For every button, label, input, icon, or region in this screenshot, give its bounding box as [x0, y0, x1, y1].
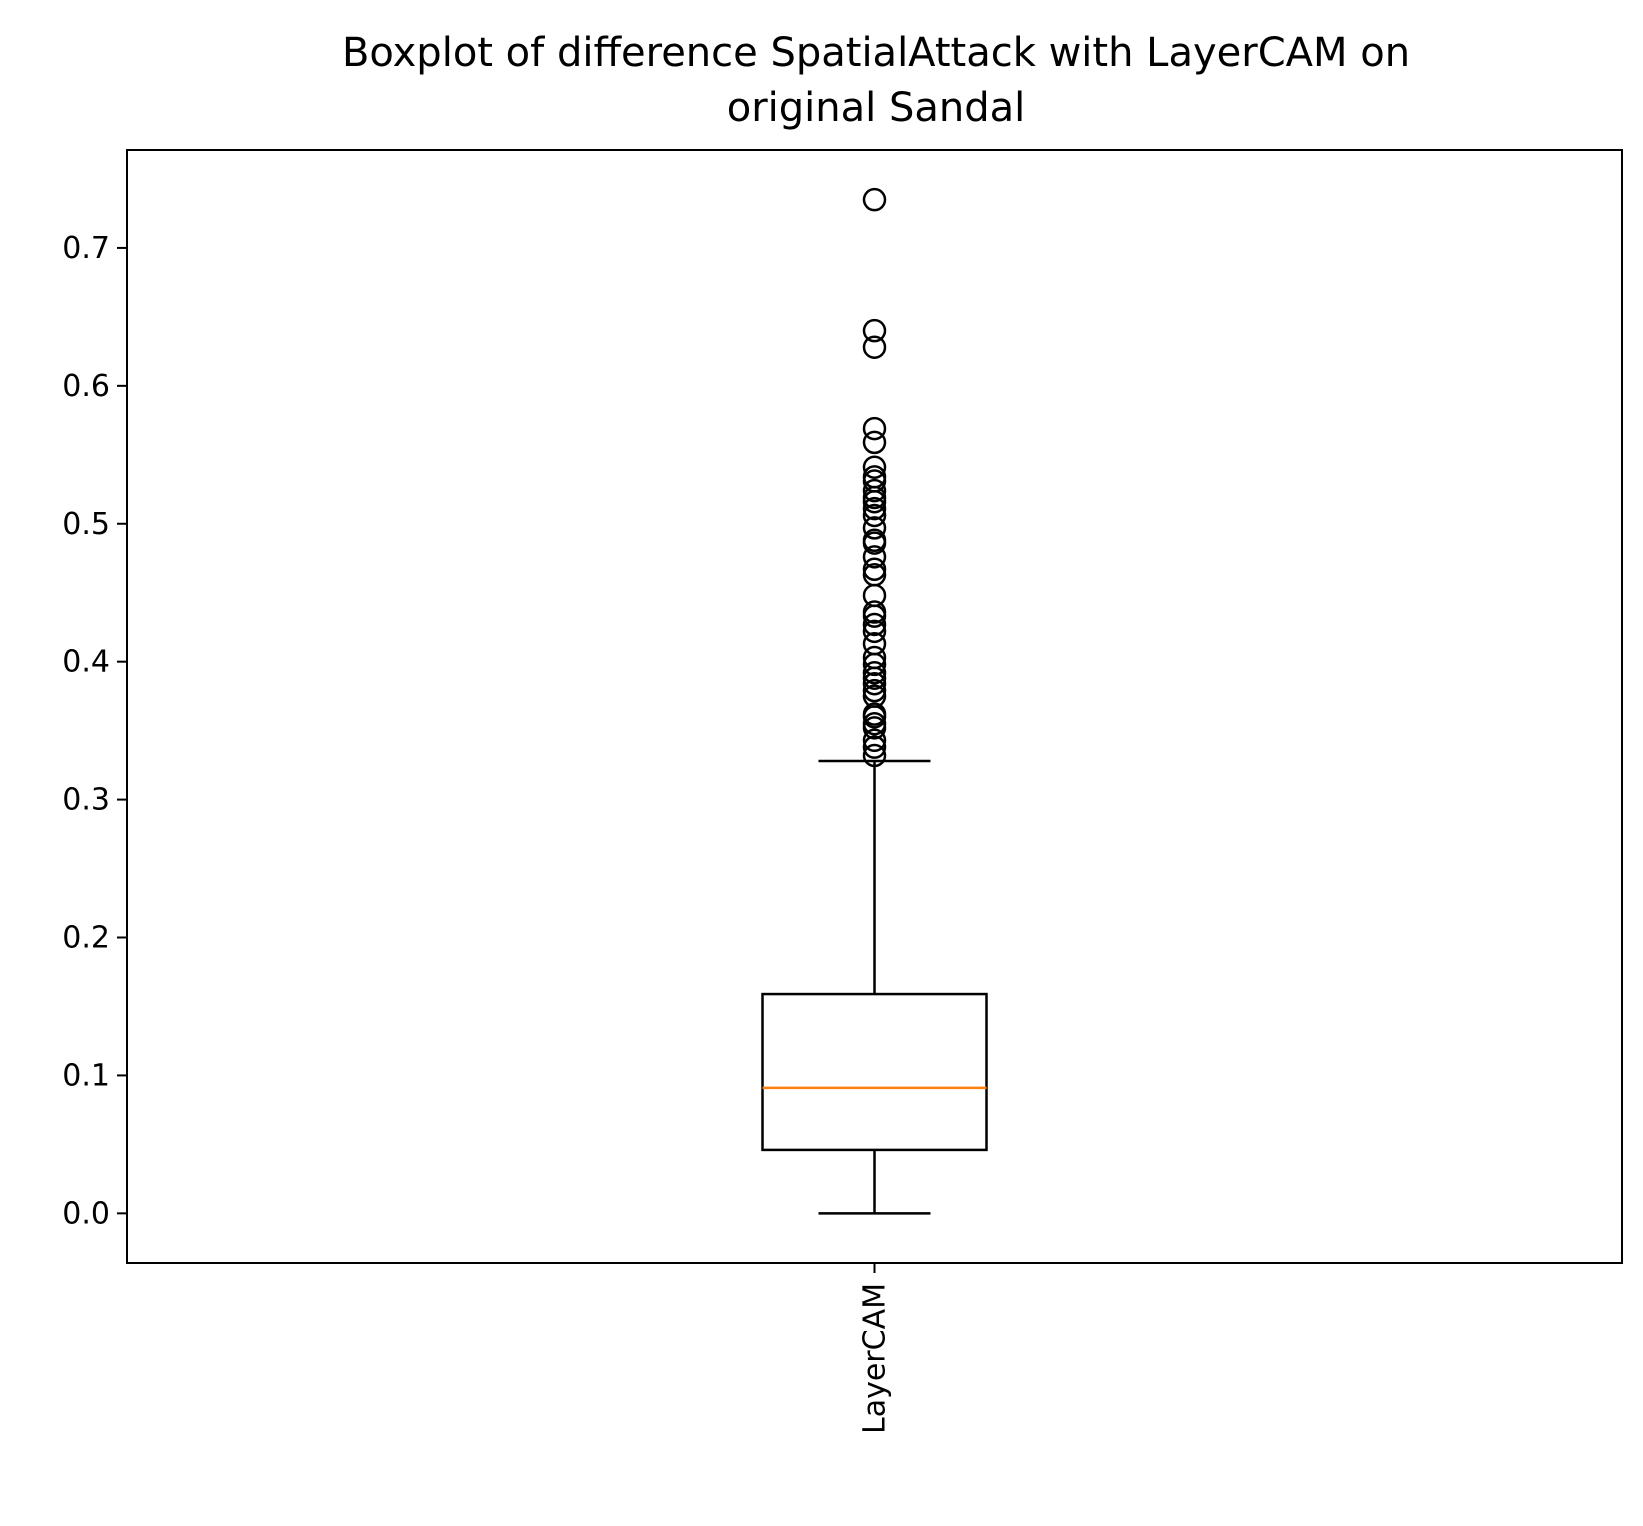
outlier-point [862, 430, 887, 455]
x-tick-label: LayerCAM [858, 1283, 893, 1434]
outlier-point [862, 619, 887, 644]
outlier-point [862, 671, 887, 696]
y-tick-label: 0.0 [62, 1196, 110, 1231]
outlier-point [862, 583, 887, 608]
outlier-point [862, 465, 887, 489]
y-tick-label: 0.3 [62, 783, 110, 818]
outlier-point [862, 503, 887, 528]
y-tick-label: 0.4 [62, 645, 110, 680]
outlier-point [862, 528, 887, 553]
outlier-point [862, 645, 887, 670]
outlier-point [862, 478, 887, 503]
y-tick-label: 0.6 [62, 369, 110, 404]
outlier-point [862, 684, 887, 708]
y-tick-label: 0.1 [62, 1058, 110, 1093]
outlier-point [862, 678, 887, 703]
outlier-point [862, 318, 887, 343]
x-axis: LayerCAM [858, 1263, 893, 1434]
outlier-point [862, 545, 887, 569]
outlier-point [862, 735, 887, 759]
outlier-point [862, 335, 887, 359]
outlier-point [862, 600, 887, 624]
outlier-point [862, 557, 887, 582]
outlier-point [862, 455, 887, 479]
outlier-point [862, 743, 887, 768]
chart-title-line-2: original Sandal [727, 85, 1026, 131]
outlier-point [862, 416, 887, 441]
outlier-point [862, 711, 887, 736]
y-tick-label: 0.2 [62, 921, 110, 956]
outlier-point [862, 612, 887, 637]
chart-title-line-1: Boxplot of difference SpatialAttack with… [342, 30, 1410, 76]
outlier-point [862, 516, 887, 540]
outlier-point [862, 728, 887, 753]
y-tick-label: 0.5 [62, 507, 110, 542]
y-tick-label: 0.7 [62, 231, 110, 266]
y-axis: 0.0 0.1 0.2 0.3 0.4 0.5 0.6 0.7 [62, 231, 127, 1231]
outlier-point [862, 631, 887, 656]
outlier-point [862, 563, 887, 587]
outlier-point [862, 187, 887, 212]
outlier-point [862, 660, 887, 685]
box-group [761, 187, 988, 1215]
outlier-point [862, 496, 887, 521]
iqr-box [761, 992, 988, 1152]
outlier-point [862, 702, 887, 726]
